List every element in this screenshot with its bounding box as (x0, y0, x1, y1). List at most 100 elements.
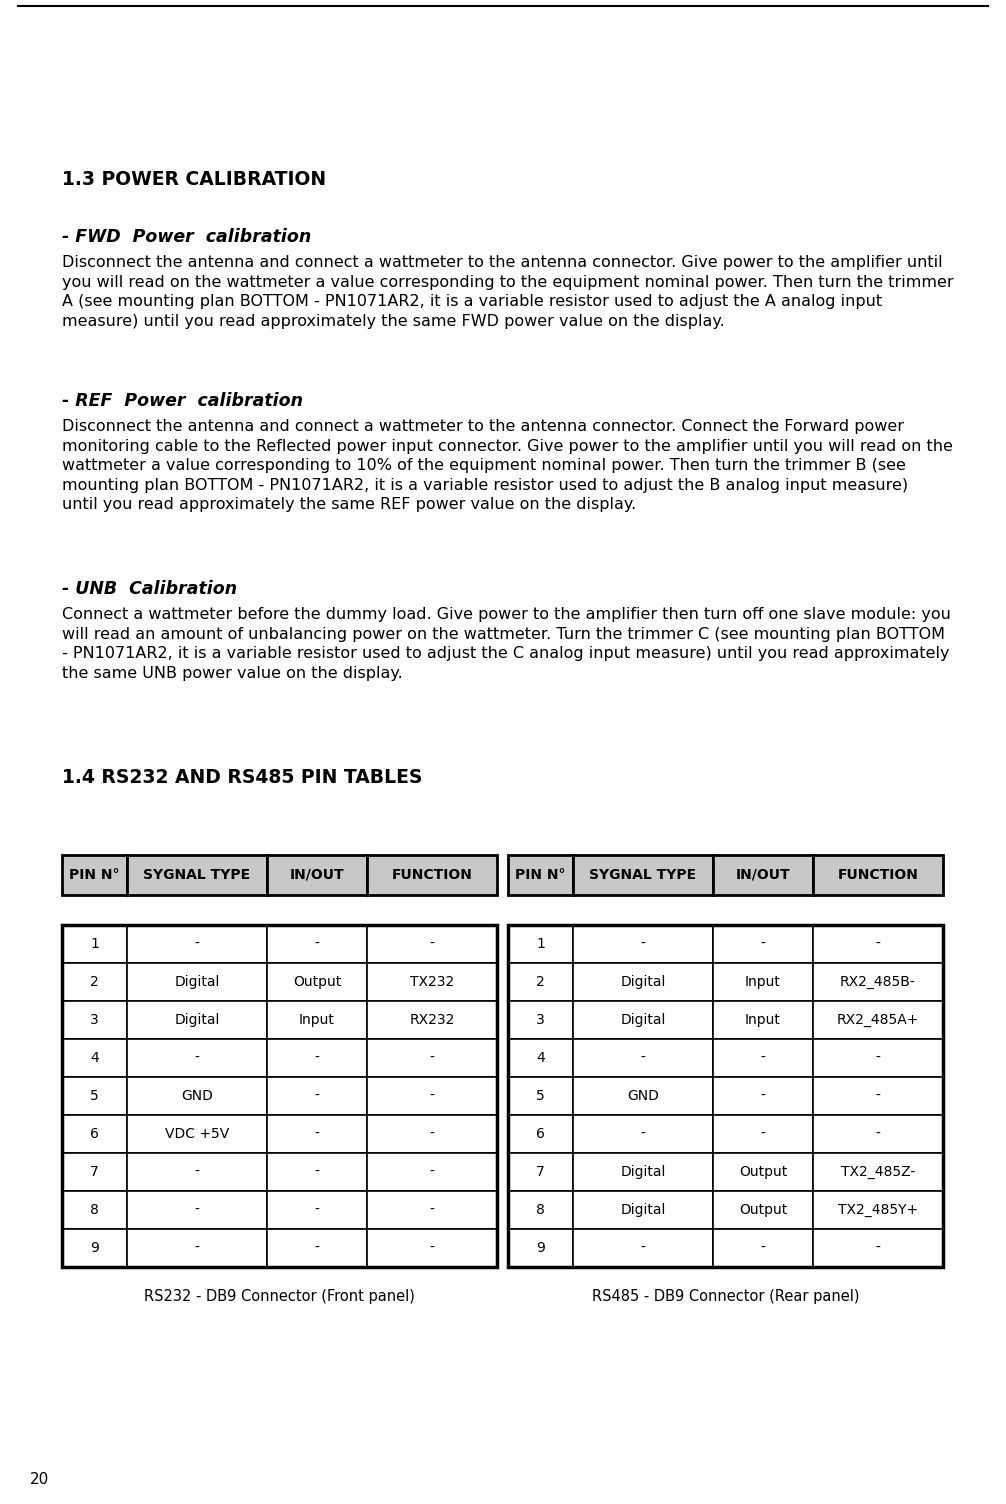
Text: 3: 3 (91, 1014, 99, 1027)
Bar (62, 1002, 127, 1039)
Bar (62, 1039, 127, 1077)
Text: 6: 6 (91, 1126, 99, 1142)
Bar (267, 1191, 367, 1229)
Bar (573, 1002, 713, 1039)
Bar (367, 1154, 497, 1191)
Text: Digital: Digital (174, 1014, 219, 1027)
Bar (573, 1191, 713, 1229)
Bar (713, 1039, 813, 1077)
Text: Input: Input (745, 1014, 781, 1027)
Text: PIN N°: PIN N° (69, 868, 120, 881)
Text: -: - (430, 1126, 435, 1142)
Bar (713, 963, 813, 1002)
Bar (367, 1077, 497, 1114)
Bar (508, 1154, 573, 1191)
Bar (62, 1077, 127, 1114)
Bar (713, 925, 813, 963)
Bar (62, 925, 127, 963)
Text: 7: 7 (91, 1166, 99, 1179)
Text: Digital: Digital (621, 1014, 666, 1027)
Text: -: - (430, 1166, 435, 1179)
Text: -: - (315, 937, 320, 951)
Bar (127, 963, 267, 1002)
Text: Digital: Digital (174, 975, 219, 990)
Bar (508, 925, 943, 1266)
Bar (813, 1114, 943, 1154)
Text: 6: 6 (536, 1126, 545, 1142)
Text: PIN N°: PIN N° (515, 868, 565, 881)
Bar (62, 963, 127, 1002)
Text: IN/OUT: IN/OUT (735, 868, 791, 881)
Text: -: - (875, 1126, 880, 1142)
Text: Digital: Digital (621, 1203, 666, 1217)
Text: -: - (430, 937, 435, 951)
Text: -: - (761, 1051, 766, 1065)
Text: 5: 5 (536, 1089, 545, 1102)
Bar (367, 1039, 497, 1077)
Bar (367, 1114, 497, 1154)
Text: Disconnect the antenna and connect a wattmeter to the antenna connector. Give po: Disconnect the antenna and connect a wat… (62, 256, 954, 329)
Bar (813, 925, 943, 963)
Text: -: - (315, 1203, 320, 1217)
Bar (127, 925, 267, 963)
Bar (813, 1191, 943, 1229)
Text: Input: Input (299, 1014, 335, 1027)
Text: 9: 9 (536, 1241, 545, 1254)
Text: 3: 3 (536, 1014, 545, 1027)
Bar (267, 1229, 367, 1266)
Text: -: - (315, 1126, 320, 1142)
Bar (267, 1077, 367, 1114)
Text: -: - (875, 1089, 880, 1102)
Text: TX2_485Y+: TX2_485Y+ (838, 1203, 918, 1217)
Text: Input: Input (745, 975, 781, 990)
Text: 7: 7 (536, 1166, 545, 1179)
Text: TX232: TX232 (409, 975, 454, 990)
Bar (508, 854, 573, 895)
Bar (127, 1114, 267, 1154)
Text: 8: 8 (536, 1203, 545, 1217)
Text: -: - (315, 1166, 320, 1179)
Text: RX232: RX232 (409, 1014, 455, 1027)
Bar (713, 854, 813, 895)
Bar (367, 1191, 497, 1229)
Text: RS485 - DB9 Connector (Rear panel): RS485 - DB9 Connector (Rear panel) (592, 1289, 859, 1304)
Text: -: - (430, 1241, 435, 1254)
Text: 20: 20 (30, 1472, 49, 1487)
Text: SYGNAL TYPE: SYGNAL TYPE (144, 868, 250, 881)
Bar (508, 1077, 573, 1114)
Bar (508, 1191, 573, 1229)
Text: -: - (194, 1203, 199, 1217)
Bar (267, 925, 367, 963)
Bar (813, 854, 943, 895)
Text: IN/OUT: IN/OUT (290, 868, 344, 881)
Text: GND: GND (627, 1089, 659, 1102)
Text: Connect a wattmeter before the dummy load. Give power to the amplifier then turn: Connect a wattmeter before the dummy loa… (62, 608, 951, 681)
Bar (713, 1114, 813, 1154)
Text: -: - (315, 1089, 320, 1102)
Bar (713, 1191, 813, 1229)
Bar (127, 1077, 267, 1114)
Text: 1.3 POWER CALIBRATION: 1.3 POWER CALIBRATION (62, 170, 326, 190)
Bar (713, 1077, 813, 1114)
Text: -: - (875, 1241, 880, 1254)
Text: - UNB  Calibration: - UNB Calibration (62, 581, 237, 599)
Text: Output: Output (293, 975, 341, 990)
Text: -: - (194, 1241, 199, 1254)
Bar (573, 1039, 713, 1077)
Text: -: - (761, 1241, 766, 1254)
Bar (508, 1002, 573, 1039)
Text: -: - (761, 1089, 766, 1102)
Bar (367, 1229, 497, 1266)
Bar (713, 1154, 813, 1191)
Bar (367, 1002, 497, 1039)
Bar (813, 1229, 943, 1266)
Bar (573, 1154, 713, 1191)
Bar (813, 963, 943, 1002)
Bar (267, 1039, 367, 1077)
Text: 4: 4 (536, 1051, 545, 1065)
Text: -: - (641, 937, 646, 951)
Bar (508, 1039, 573, 1077)
Text: -: - (761, 937, 766, 951)
Text: -: - (641, 1241, 646, 1254)
Bar (813, 1039, 943, 1077)
